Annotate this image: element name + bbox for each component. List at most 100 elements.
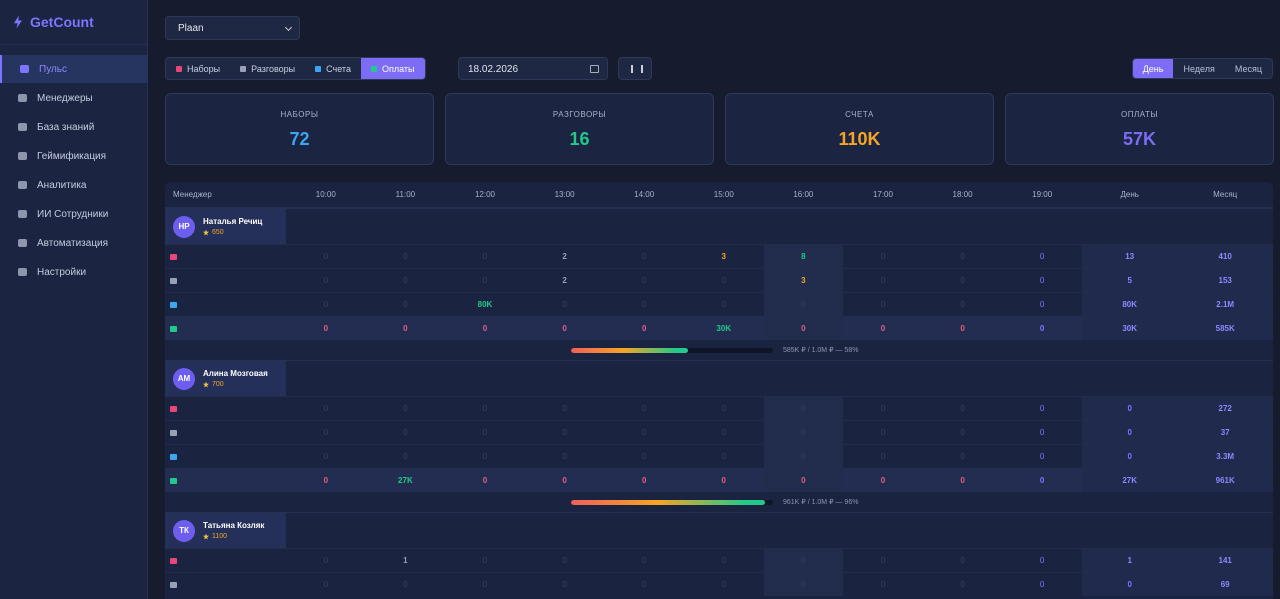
cell: 0 xyxy=(323,580,329,589)
cell: 0 xyxy=(1039,556,1045,565)
cell: 37 xyxy=(1177,421,1273,444)
brand-name: GetCount xyxy=(30,14,94,30)
metric-row: 0 0 80K 0 0 0 0 0 0 0 80K 2.1M xyxy=(165,292,1273,316)
cell: 0 xyxy=(960,580,965,589)
cell: 0 xyxy=(721,580,726,589)
cell: 0 xyxy=(960,476,965,485)
cell: 0 xyxy=(960,276,965,285)
cell: 0 xyxy=(482,452,488,461)
cell: 3 xyxy=(721,252,726,261)
cell: 1 xyxy=(1081,549,1178,572)
nav-label: Менеджеры xyxy=(37,92,93,104)
cell: 0 xyxy=(641,556,647,565)
tab-label: Наборы xyxy=(187,63,221,74)
nav-item[interactable]: Настройки xyxy=(0,258,148,286)
manager-badge[interactable]: НР Наталья Речиц 650 xyxy=(165,208,286,245)
cell: 0 xyxy=(323,452,329,461)
select[interactable]: Plaan xyxy=(165,16,300,40)
manager-row: ТК Татьяна Козляк 1100 xyxy=(165,512,1273,549)
nav-item[interactable]: Пульс xyxy=(0,55,148,83)
metric-row: 0 1 0 0 0 0 0 0 0 0 1 141 xyxy=(165,548,1273,572)
manager-badge[interactable]: АМ Алина Мозговая 700 xyxy=(165,360,286,397)
tab[interactable]: Разговоры xyxy=(230,58,305,79)
manager-info: Татьяна Козляк 1100 xyxy=(203,521,264,540)
row-icon-cell xyxy=(165,293,286,316)
period-button[interactable]: Неделя xyxy=(1183,63,1215,74)
cell: 0 xyxy=(641,452,647,461)
column-header: Месяц xyxy=(1213,190,1238,199)
manager-row: НР Наталья Речиц 650 xyxy=(165,208,1273,245)
column-header: 14:00 xyxy=(634,190,655,199)
nav-item[interactable]: База знаний xyxy=(0,113,148,141)
cell: 0 xyxy=(763,549,844,572)
cell: 0 xyxy=(1081,421,1178,444)
progress-row: 961K ₽ / 1.0M ₽ — 96% xyxy=(165,492,1273,512)
cell: 0 xyxy=(323,324,329,333)
cell: 0 xyxy=(323,276,329,285)
progress-row: 585K ₽ / 1.0M ₽ — 58% xyxy=(165,340,1273,360)
nav-label: Геймификация xyxy=(37,150,107,162)
cell: 0 xyxy=(562,452,567,461)
cell: 0 xyxy=(562,404,567,413)
main: Plaan Наборы Разговоры Счета Оплаты 18.02.2… xyxy=(148,0,1280,599)
row-icon-cell xyxy=(165,245,286,268)
score-value: 1100 xyxy=(212,533,228,540)
nav-item[interactable]: Аналитика xyxy=(0,171,148,199)
progress-label: 585K ₽ / 1.0M ₽ — 58% xyxy=(783,347,859,354)
cell: 585K xyxy=(1177,317,1273,340)
period-button[interactable]: День xyxy=(1132,59,1174,78)
score-value: 650 xyxy=(212,229,224,236)
cell: 0 xyxy=(880,404,886,413)
cell: 0 xyxy=(562,428,567,437)
cell: 0 xyxy=(721,556,726,565)
cell: 0 xyxy=(641,476,647,485)
manager-badge[interactable]: ТК Татьяна Козляк 1100 xyxy=(165,512,286,549)
nav-label: ИИ Сотрудники xyxy=(37,208,109,220)
cell: 0 xyxy=(1039,300,1045,309)
cell: 0 xyxy=(960,252,965,261)
nav-item[interactable]: Менеджеры xyxy=(0,84,148,112)
cell: 0 xyxy=(763,469,844,492)
table: Менеджер 10:00 11:00 12:00 13:00 14:00 15:00 16… xyxy=(165,182,1273,599)
cell: 0 xyxy=(1039,252,1045,261)
stat-label: ОПЛАТЫ xyxy=(1121,110,1158,119)
cell: 0 xyxy=(323,300,329,309)
date-input[interactable]: 18.02.2026 xyxy=(458,57,608,80)
cell: 30K xyxy=(716,324,732,333)
tab[interactable]: Счета xyxy=(305,58,361,79)
row-icon-cell xyxy=(165,469,286,492)
cell: 0 xyxy=(323,404,329,413)
tab[interactable]: Наборы xyxy=(166,58,230,79)
cell: 0 xyxy=(562,324,567,333)
sort-button[interactable] xyxy=(618,57,652,80)
cell: 0 xyxy=(880,452,886,461)
column-header: 18:00 xyxy=(952,190,973,199)
nav-item[interactable]: ИИ Сотрудники xyxy=(0,200,148,228)
period-button[interactable]: Месяц xyxy=(1234,63,1262,74)
cell: 0 xyxy=(763,397,844,420)
cell: 961K xyxy=(1177,469,1273,492)
cell: 0 xyxy=(960,324,965,333)
cell: 0 xyxy=(403,252,408,261)
row-icon-cell xyxy=(165,397,286,420)
cell: 0 xyxy=(960,404,965,413)
column-header: 12:00 xyxy=(474,190,495,199)
cell: 0 xyxy=(403,300,408,309)
cell: 0 xyxy=(880,580,886,589)
brand[interactable]: GetCount xyxy=(14,14,94,30)
nav-label: База знаний xyxy=(37,121,95,133)
cell: 80K xyxy=(477,300,493,309)
cell: 3.3M xyxy=(1177,445,1273,468)
stat-value: 110K xyxy=(838,129,881,149)
column-header: 17:00 xyxy=(872,190,893,199)
row-icon-cell xyxy=(165,317,286,340)
nav-item[interactable]: Геймификация xyxy=(0,142,148,170)
progress-fill xyxy=(571,500,765,505)
tab[interactable]: Оплаты xyxy=(360,58,425,79)
cell: 0 xyxy=(403,324,408,333)
nav-item[interactable]: Автоматизация xyxy=(0,229,148,257)
column-header: 16:00 xyxy=(793,190,814,199)
stat-value: 57K xyxy=(1122,129,1157,149)
metric-row: 0 0 0 0 0 0 0 0 0 0 0 272 xyxy=(165,396,1273,420)
